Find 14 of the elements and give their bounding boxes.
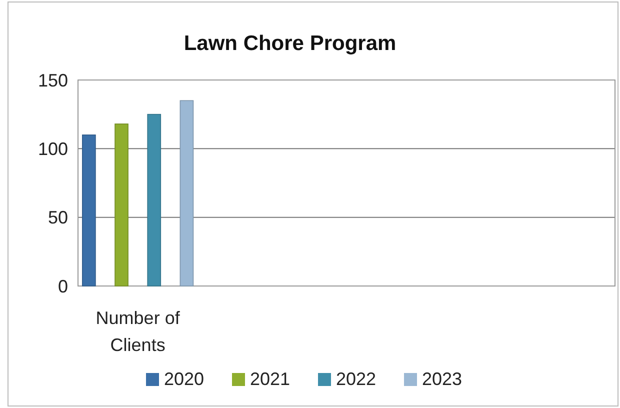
bar (114, 124, 128, 286)
legend-label: 2022 (336, 369, 376, 389)
legend-label: 2021 (250, 369, 290, 389)
y-tick-label: 100 (38, 138, 68, 159)
x-tick-label: Number of Clients (96, 308, 181, 355)
legend-label: 2023 (422, 369, 462, 389)
bar (147, 114, 162, 286)
bar (180, 100, 194, 286)
y-tick-label: 150 (38, 70, 68, 90)
bar (82, 134, 96, 286)
y-tick-label: 50 (48, 208, 68, 228)
legend-label: 2020 (164, 369, 204, 389)
chart-title: Lawn Chore Program (184, 32, 396, 55)
y-tick-label: 0 (58, 276, 68, 296)
